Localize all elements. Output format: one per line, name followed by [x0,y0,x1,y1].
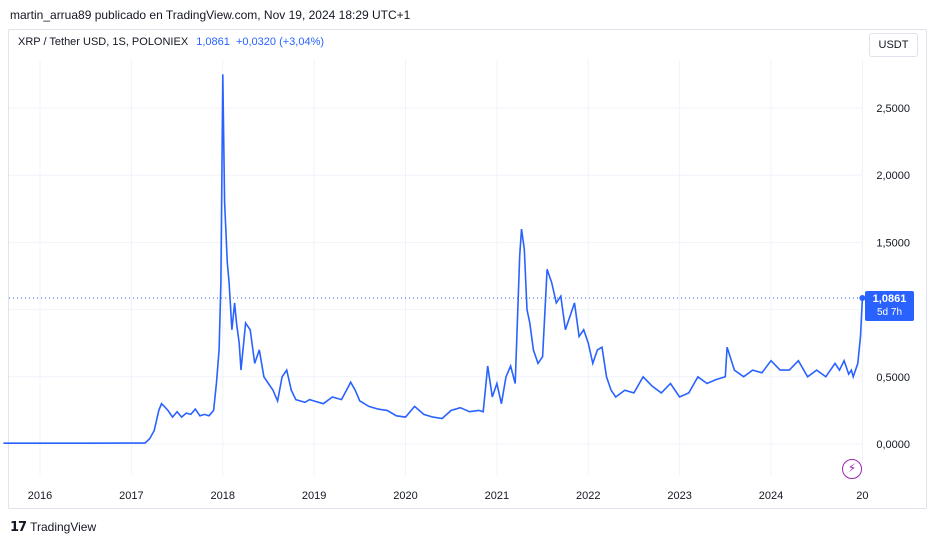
x-tick-label: 2019 [302,490,326,502]
last-price-badge: 1,0861 5d 7h [865,291,914,321]
x-axis-labels: 2016 2017 2018 2019 2020 2021 2022 2023 2024 20 [28,490,869,502]
x-tick-label: 2022 [576,490,600,502]
price-series-line [3,74,864,444]
x-tick-label: 2016 [28,490,52,502]
brand-name[interactable]: TradingView [30,520,97,534]
tradingview-logo-icon[interactable]: 𝟭𝟳 [10,519,27,534]
x-tick-label: 2020 [393,490,417,502]
publish-info: martin_arrua89 publicado en TradingView.… [10,8,411,22]
x-tick-label: 2023 [667,490,691,502]
flash-icon[interactable]: ⚡ [842,459,862,479]
legend-price: 1,0861 [196,36,230,48]
legend-change: +0,0320 (+3,04%) [235,36,325,48]
x-tick-label: 20 [856,490,868,502]
last-price-value: 1,0861 [872,293,907,305]
x-tick-label: 2024 [759,490,783,502]
last-price-dot [859,295,866,302]
bar-countdown: 5d 7h [876,307,903,318]
footer: 𝟭𝟳 TradingView [10,519,96,535]
x-tick-label: 2017 [119,490,143,502]
x-tick-label: 2021 [485,490,509,502]
symbol-label[interactable]: XRP / Tether USD, 1S, POLONIEX [18,36,189,48]
chart-frame [8,29,927,509]
x-tick-label: 2018 [211,490,235,502]
y-tick-label: 0,5000 [876,372,910,384]
y-tick-label: 2,5000 [876,103,910,115]
chart-legend: XRP / Tether USD, 1S, POLONIEX 1,0861 +0… [18,36,324,48]
grid [9,60,863,475]
y-tick-label: 0,0000 [876,439,910,451]
currency-button[interactable]: USDT [869,33,918,57]
y-tick-label: 2,0000 [876,170,910,182]
y-tick-label: 1,5000 [876,237,910,249]
